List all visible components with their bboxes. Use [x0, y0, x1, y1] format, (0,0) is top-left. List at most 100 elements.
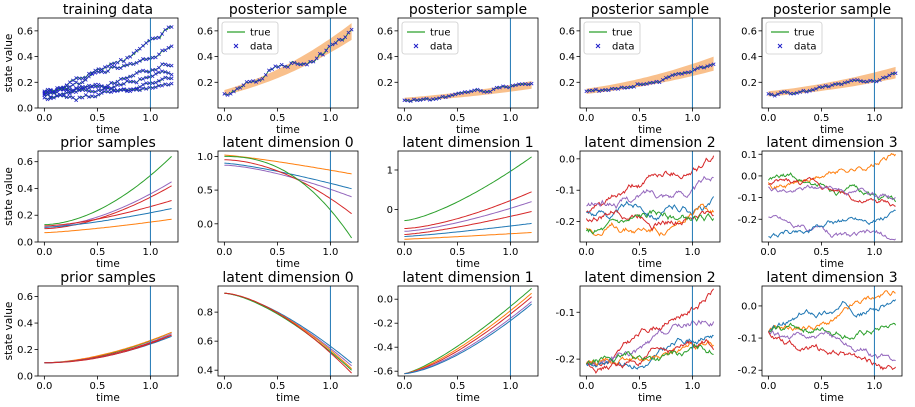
x-tick-label: 1.0 [322, 113, 338, 124]
data-marker [157, 70, 161, 75]
y-tick-label: 0.4 [559, 52, 575, 63]
data-marker [340, 38, 344, 42]
data-marker [112, 88, 117, 93]
series-line-3 [224, 164, 352, 198]
data-marker [887, 73, 892, 78]
data-marker [137, 46, 142, 51]
data-marker [166, 45, 171, 50]
data-marker [814, 86, 818, 91]
data-marker [118, 77, 123, 81]
data-marker [45, 92, 50, 97]
y-tick-label: -0.2 [737, 215, 757, 226]
data-marker [137, 77, 142, 82]
data-marker [80, 80, 85, 85]
data-marker [292, 60, 297, 65]
data-marker [58, 87, 63, 92]
x-tick-label: 0.5 [631, 381, 647, 392]
data-marker [96, 67, 101, 71]
data-marker [131, 87, 136, 92]
y-tick-label: -0.1 [555, 308, 575, 319]
data-marker [80, 95, 85, 100]
legend-marker-data [777, 43, 783, 49]
series-line-5 [585, 210, 714, 231]
legend-marker-data [595, 43, 601, 49]
axes-frame [397, 150, 539, 243]
x-axis-label: time [276, 124, 300, 136]
plot-area [222, 18, 354, 108]
subplot-title: latent dimension 2 [584, 270, 715, 286]
x-axis-label: time [820, 124, 844, 136]
legend-label-data: data [794, 42, 817, 53]
data-marker [99, 88, 104, 93]
data-marker [141, 82, 145, 87]
y-tick-label: -0.2 [737, 366, 757, 377]
data-marker [141, 77, 145, 81]
data-marker [651, 80, 656, 85]
series-line-1 [586, 155, 715, 215]
data-marker [337, 37, 341, 42]
y-tick-label: 1 [387, 165, 393, 176]
data-marker [80, 76, 85, 81]
data-marker [472, 88, 477, 93]
x-axis-label: time [96, 392, 120, 404]
x-tick-label: 0.0 [216, 113, 232, 124]
subplot-r2-c4: 0.0 0.5 1.0 -0.2 -0.1 0.0 latent dimension 2 ti… [555, 135, 721, 270]
y-tick-label: 0.0 [17, 238, 33, 249]
series-line-1 [44, 331, 172, 364]
data-marker [157, 52, 161, 57]
legend-label-data: data [430, 42, 453, 53]
data-marker [160, 69, 164, 74]
data-marker [131, 79, 136, 84]
data-marker [90, 71, 94, 75]
data-marker [122, 87, 126, 91]
data-marker [276, 65, 281, 69]
subplot-title: latent dimension 1 [402, 135, 533, 151]
data-marker [137, 85, 142, 89]
series-line-5 [224, 292, 352, 374]
y-tick-label: 0.4 [197, 52, 213, 63]
y-tick-label: 0.6 [559, 26, 575, 37]
data-marker [137, 69, 142, 74]
data-marker [157, 65, 161, 70]
data-marker [109, 86, 114, 91]
plot-area [402, 18, 534, 108]
data-marker [169, 25, 174, 29]
data-marker [67, 80, 72, 85]
data-marker [61, 92, 66, 96]
data-marker [302, 62, 306, 66]
data-marker [160, 48, 164, 53]
data-marker [247, 79, 252, 84]
data-marker [641, 82, 646, 87]
data-marker [282, 64, 287, 69]
data-marker [286, 65, 290, 69]
data-marker [622, 86, 627, 90]
data-marker [412, 97, 416, 102]
data-marker [93, 89, 98, 94]
data-marker [497, 85, 502, 90]
data-marker [48, 88, 53, 93]
data-marker [346, 30, 351, 35]
subplot-r3-c1: 0.0 0.5 1.0 0.0 0.2 0.4 0.6 prior samples time st… [3, 270, 179, 404]
data-marker [222, 91, 227, 96]
data-marker [166, 63, 171, 68]
x-axis-label: time [820, 258, 844, 270]
data-marker [45, 97, 50, 102]
data-marker [447, 94, 451, 98]
data-marker [99, 69, 104, 74]
data-marker [134, 48, 139, 53]
data-marker [466, 90, 470, 95]
data-marker [654, 79, 659, 84]
data-marker [699, 65, 703, 70]
axes-frame [217, 285, 359, 377]
data-marker [225, 93, 230, 97]
plot-area [42, 18, 174, 108]
plot-area [585, 151, 715, 242]
data-marker [826, 84, 831, 89]
plot-area [44, 286, 172, 376]
data-marker [766, 91, 771, 96]
data-marker [311, 59, 316, 64]
data-marker [660, 77, 665, 82]
data-marker [305, 62, 309, 67]
subplot-r1-c3: 0.0 0.5 1.0 0.2 0.4 0.6 posterior sample time tr… [377, 2, 539, 136]
data-marker [830, 83, 834, 88]
